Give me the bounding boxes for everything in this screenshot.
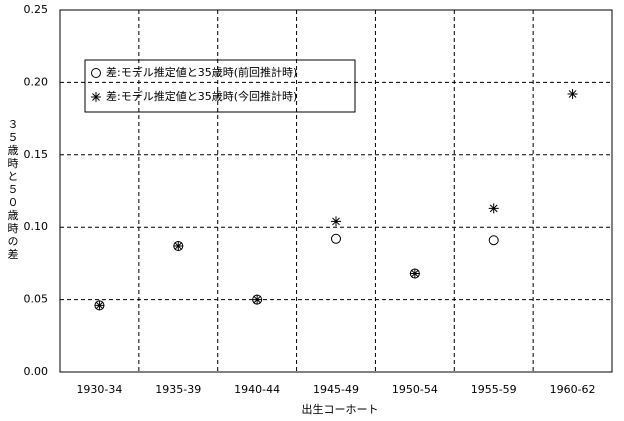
y-tick-label: 0.00 <box>24 365 49 378</box>
y-tick-label: 0.20 <box>24 75 49 88</box>
x-tick-label: 1935-39 <box>155 383 201 396</box>
x-tick-label: 1940-44 <box>234 383 280 396</box>
data-point <box>252 294 263 305</box>
legend <box>84 59 356 113</box>
x-tick-label: 1960-62 <box>550 383 596 396</box>
x-tick-label: 1955-59 <box>471 383 517 396</box>
legend-marker <box>91 92 101 102</box>
data-point <box>173 241 184 252</box>
legend-label: 差:モデル推定値と35歳時(前回推計時) <box>106 65 297 79</box>
data-point <box>94 300 105 311</box>
x-tick-label: 1930-34 <box>76 383 122 396</box>
data-point <box>409 268 420 279</box>
legend-label: 差:モデル推定値と35歳時(今回推計時) <box>106 89 297 103</box>
y-axis-label: ３５歳時と５０歳時の差 <box>6 119 19 262</box>
data-point <box>567 88 578 99</box>
y-tick-label: 0.05 <box>24 293 49 306</box>
x-tick-label: 1945-49 <box>313 383 359 396</box>
plot-frame <box>59 9 613 373</box>
data-point <box>331 233 341 244</box>
legend-marker <box>91 68 101 78</box>
data-point <box>488 203 499 214</box>
data-point <box>331 216 341 227</box>
data-point <box>488 235 499 246</box>
y-tick-label: 0.15 <box>24 148 49 161</box>
y-tick-label: 0.25 <box>24 3 49 16</box>
y-tick-label: 0.10 <box>24 220 49 233</box>
x-axis-label: 出生コーホート <box>302 402 379 416</box>
x-tick-label: 1950-54 <box>392 383 438 396</box>
